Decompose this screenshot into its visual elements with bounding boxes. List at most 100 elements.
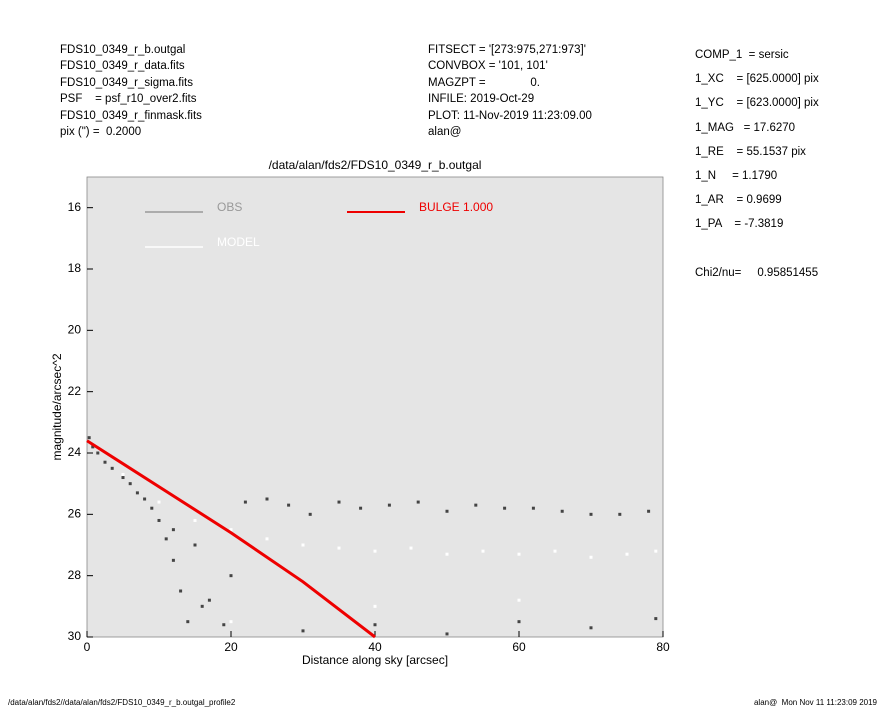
- data-point: [301, 543, 305, 547]
- data-point: [474, 503, 478, 507]
- data-point: [229, 620, 233, 624]
- fit-info: FITSECT = '[273:975,271:973]' CONVBOX = '…: [428, 42, 592, 140]
- data-point: [110, 466, 114, 470]
- data-point: [517, 598, 521, 602]
- info-line: CONVBOX = '101, 101': [428, 60, 548, 73]
- data-point: [91, 445, 95, 449]
- x-tick-label: 40: [368, 640, 382, 654]
- data-point: [193, 543, 197, 547]
- data-point: [618, 512, 622, 516]
- y-tick-label: 20: [68, 323, 82, 337]
- y-tick-label: 22: [68, 384, 82, 398]
- info-line: 1_N = 1.1790: [695, 169, 778, 182]
- data-point: [87, 436, 91, 440]
- info-line: 1_MAG = 17.6270: [695, 121, 796, 134]
- data-point: [409, 546, 413, 550]
- data-point: [229, 528, 233, 532]
- data-point: [128, 482, 132, 486]
- data-point: [308, 512, 312, 516]
- data-point: [171, 528, 175, 532]
- info-line: FITSECT = '[273:975,271:973]': [428, 44, 586, 56]
- data-point: [301, 629, 305, 633]
- data-point: [560, 509, 564, 513]
- data-point: [103, 460, 107, 464]
- data-point: [337, 500, 341, 504]
- x-tick-label: 0: [84, 640, 91, 654]
- x-tick-label: 80: [656, 640, 670, 654]
- plot-area: [86, 176, 664, 638]
- model-line: [86, 439, 376, 639]
- y-tick-label: 30: [68, 629, 82, 643]
- data-point: [654, 617, 658, 621]
- legend-label: OBS: [217, 200, 242, 214]
- info-line: FDS10_0349_r_sigma.fits: [60, 76, 193, 89]
- data-point: [171, 558, 175, 562]
- footer-stamp: alan@ Mon Nov 11 11:23:09 2019: [753, 698, 877, 707]
- data-point: [157, 500, 161, 504]
- y-tick-label: 24: [68, 445, 82, 459]
- info-line: Chi2/nu= 0.95851455: [695, 266, 819, 279]
- data-point: [654, 549, 658, 553]
- data-point: [265, 537, 269, 541]
- data-point: [625, 552, 629, 556]
- data-point: [207, 598, 211, 602]
- info-line: 1_PA = -7.3819: [695, 218, 784, 231]
- data-point: [503, 506, 507, 510]
- data-point: [121, 472, 125, 476]
- data-point: [200, 604, 204, 608]
- data-point: [589, 512, 593, 516]
- data-point: [121, 476, 125, 480]
- y-tick-label: 16: [68, 200, 82, 214]
- info-line: PSF = psf_r10_over2.fits: [60, 93, 197, 106]
- x-tick-label: 60: [512, 640, 526, 654]
- y-tick-label: 18: [68, 261, 82, 275]
- data-point: [96, 451, 100, 455]
- data-point: [647, 509, 651, 513]
- data-point: [517, 552, 521, 556]
- data-point: [193, 518, 197, 522]
- info-line: FDS10_0349_r_finmask.fits: [60, 109, 202, 122]
- y-tick-label: 28: [68, 568, 82, 582]
- data-point: [243, 500, 247, 504]
- data-point: [179, 589, 183, 593]
- data-point: [287, 503, 291, 507]
- data-point: [481, 549, 485, 553]
- data-point: [229, 574, 233, 578]
- info-line: pix (") = 0.2000: [60, 125, 142, 138]
- data-point: [589, 555, 593, 559]
- data-point: [135, 491, 139, 495]
- data-point: [359, 506, 363, 510]
- data-point: [531, 506, 535, 510]
- x-axis-label: Distance along sky [arcsec]: [302, 653, 448, 667]
- data-point: [517, 620, 521, 624]
- data-point: [416, 500, 420, 504]
- footer-path: /data/alan/fds2//data/alan/fds2/FDS10_03…: [8, 698, 236, 707]
- data-point: [445, 552, 449, 556]
- x-tick-label: 20: [224, 640, 238, 654]
- info-line: COMP_1 = sersic: [695, 49, 789, 61]
- data-point: [337, 546, 341, 550]
- info-line: MAGZPT = 0.: [428, 76, 540, 89]
- info-line: 1_AR = 0.9699: [695, 194, 782, 207]
- data-point: [445, 632, 449, 636]
- data-point: [143, 497, 147, 501]
- data-point: [373, 549, 377, 553]
- info-line: 1_YC = [623.0000] pix: [695, 97, 819, 110]
- data-point: [157, 518, 161, 522]
- data-point: [387, 503, 391, 507]
- data-point: [553, 549, 557, 553]
- file-info: FDS10_0349_r_b.outgal FDS10_0349_r_data.f…: [60, 42, 202, 140]
- chart-title: /data/alan/fds2/FDS10_0349_r_b.outgal: [269, 158, 482, 172]
- data-point: [373, 604, 377, 608]
- data-point: [373, 623, 377, 627]
- data-point: [150, 506, 154, 510]
- info-line: alan@: [428, 125, 462, 138]
- data-point: [589, 626, 593, 630]
- fit-parameters: COMP_1 = sersic 1_XC = [625.0000] pix 1_YC…: [695, 47, 819, 289]
- info-line: FDS10_0349_r_b.outgal: [60, 44, 186, 56]
- y-axis-label: magnitude/arcsec^2: [50, 353, 64, 460]
- data-point: [222, 623, 226, 627]
- data-point: [186, 620, 190, 624]
